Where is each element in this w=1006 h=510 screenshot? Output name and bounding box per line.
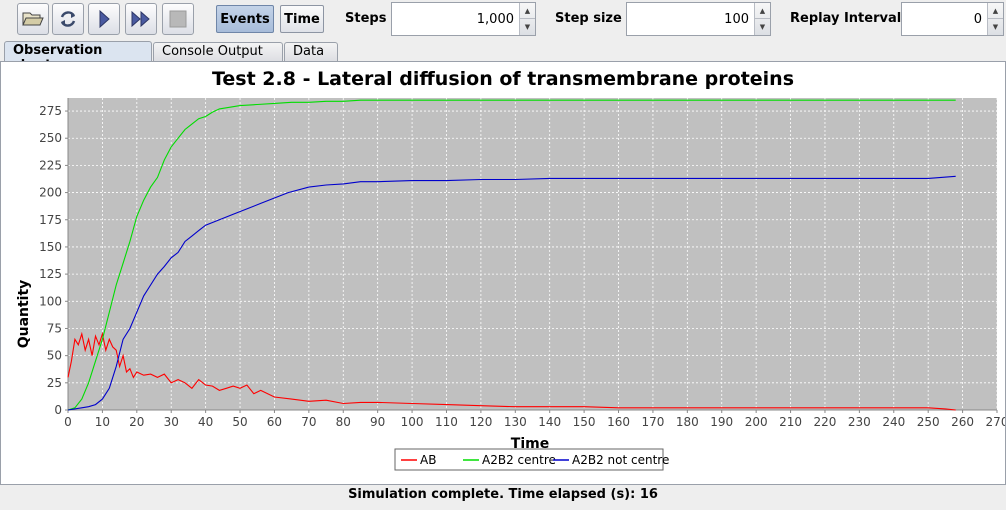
replay-interval-input[interactable] (902, 3, 988, 35)
tab-data[interactable]: Data (284, 42, 338, 62)
run-button[interactable] (125, 3, 157, 35)
x-tick-label: 110 (435, 415, 458, 429)
step-size-label: Step size (555, 11, 622, 26)
play-icon (99, 9, 110, 29)
y-tick-label: 0 (54, 403, 62, 417)
y-tick-label: 50 (47, 349, 62, 363)
y-tick-label: 150 (39, 240, 62, 254)
step-size-spinner: ▲▼ (626, 2, 771, 36)
time-toggle[interactable]: Time (280, 5, 324, 33)
x-tick-label: 30 (164, 415, 179, 429)
y-tick-label: 250 (39, 131, 62, 145)
x-tick-label: 10 (95, 415, 110, 429)
x-tick-label: 240 (882, 415, 905, 429)
legend-label-2: A2B2 not centre (572, 453, 669, 467)
stop-icon (169, 10, 187, 28)
y-tick-label: 75 (47, 321, 62, 335)
x-tick-label: 210 (779, 415, 802, 429)
y-axis-label: Quantity (16, 280, 32, 349)
stop-button[interactable] (162, 3, 194, 35)
x-tick-label: 220 (814, 415, 837, 429)
x-axis-label: Time (511, 436, 549, 452)
toolbar: Events Time Steps ▲▼ Step size ▲▼ Replay… (0, 0, 1006, 40)
replay-interval-spinner-arrows[interactable]: ▲ ▼ (987, 3, 1003, 35)
x-tick-label: 200 (745, 415, 768, 429)
x-tick-label: 0 (64, 415, 72, 429)
steps-input[interactable] (392, 3, 520, 35)
x-tick-label: 120 (469, 415, 492, 429)
chart-panel: Test 2.8 - Lateral diffusion of transmem… (0, 61, 1006, 485)
y-tick-label: 100 (39, 294, 62, 308)
chart-title: Test 2.8 - Lateral diffusion of transmem… (212, 68, 794, 90)
y-tick-label: 175 (39, 213, 62, 227)
y-tick-label: 25 (47, 376, 62, 390)
x-tick-label: 260 (951, 415, 974, 429)
y-tick-label: 225 (39, 158, 62, 172)
spin-down-icon[interactable]: ▼ (524, 23, 531, 31)
tab-bar: Observation chart Console Output Data (0, 41, 1006, 73)
spin-down-icon[interactable]: ▼ (759, 23, 766, 31)
x-tick-label: 100 (401, 415, 424, 429)
x-tick-label: 130 (504, 415, 527, 429)
steps-spinner-arrows[interactable]: ▲ ▼ (519, 3, 535, 35)
steps-spinner: ▲▼ (391, 2, 536, 36)
x-tick-label: 170 (641, 415, 664, 429)
x-tick-label: 160 (607, 415, 630, 429)
legend-box (394, 448, 664, 471)
status-text: Simulation complete. Time elapsed (s): 1… (348, 487, 658, 502)
spin-down-icon[interactable]: ▼ (992, 23, 999, 31)
x-tick-label: 250 (917, 415, 940, 429)
y-tick-label: 125 (39, 267, 62, 281)
tab-observation-chart[interactable]: Observation chart (4, 41, 152, 73)
x-tick-label: 270 (986, 415, 1005, 429)
folder-open-icon (22, 12, 44, 26)
series-line-1 (67, 99, 956, 411)
x-tick-label: 150 (573, 415, 596, 429)
plot-area (68, 98, 997, 410)
step-button[interactable] (88, 3, 120, 35)
series-line-2 (67, 175, 956, 411)
legend-label-0: AB (420, 453, 436, 467)
x-tick-label: 140 (538, 415, 561, 429)
y-tick-label: 275 (39, 104, 62, 118)
x-tick-label: 80 (336, 415, 351, 429)
x-tick-label: 60 (267, 415, 282, 429)
x-tick-label: 190 (710, 415, 733, 429)
grid-lines (67, 98, 998, 411)
spin-up-icon[interactable]: ▲ (755, 3, 770, 19)
tab-console-output[interactable]: Console Output (153, 42, 283, 62)
replay-interval-label: Replay Interval (790, 11, 902, 26)
legend-label-1: A2B2 centre (482, 453, 556, 467)
step-size-input[interactable] (627, 3, 755, 35)
open-button[interactable] (17, 3, 49, 35)
x-tick-label: 90 (370, 415, 385, 429)
refresh-icon (60, 11, 76, 27)
replay-interval-spinner: ▲▼ (901, 2, 1004, 36)
events-toggle[interactable]: Events (216, 5, 274, 33)
x-tick-label: 40 (198, 415, 213, 429)
x-tick-label: 50 (232, 415, 247, 429)
x-tick-label: 230 (848, 415, 871, 429)
y-tick-label: 200 (39, 186, 62, 200)
step-size-spinner-arrows[interactable]: ▲ ▼ (754, 3, 770, 35)
legend: AB A2B2 centre A2B2 not centre (394, 448, 669, 471)
axes: 0 10 20 30 40 50 60 70 80 90 100 110 120 130 140 150 160… (39, 98, 1006, 429)
observation-chart: Test 2.8 - Lateral diffusion of transmem… (16, 68, 1006, 471)
series-line-0 (67, 331, 956, 411)
fast-forward-icon (131, 10, 150, 28)
spin-up-icon[interactable]: ▲ (520, 3, 535, 19)
series-lines (67, 99, 956, 411)
spin-up-icon[interactable]: ▲ (988, 3, 1003, 19)
x-tick-label: 70 (301, 415, 316, 429)
x-tick-label: 180 (676, 415, 699, 429)
steps-label: Steps (345, 11, 387, 26)
reset-button[interactable] (52, 3, 84, 35)
x-tick-label: 20 (129, 415, 144, 429)
